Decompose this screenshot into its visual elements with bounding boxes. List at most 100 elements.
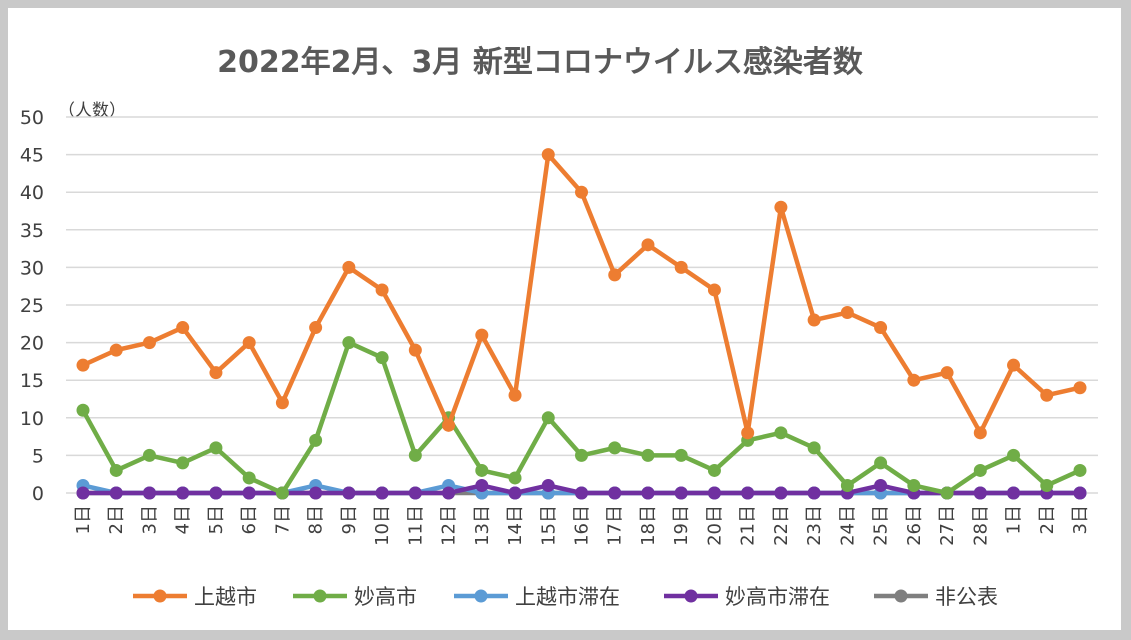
y-tick-label: 40 bbox=[20, 182, 44, 204]
data-point bbox=[375, 351, 389, 365]
data-point bbox=[575, 185, 588, 199]
legend: 上越市 妙高市 上越市滞在 妙高市滞在 非公表 bbox=[133, 585, 998, 609]
x-tick-label: 16日 bbox=[572, 505, 593, 546]
x-tick-label: 14日 bbox=[505, 505, 526, 546]
x-tick-label: 23日 bbox=[804, 505, 825, 546]
x-tick-label: 2日 bbox=[1037, 505, 1058, 534]
data-point bbox=[1040, 478, 1054, 492]
data-point bbox=[242, 336, 256, 350]
legend-item: 妙高市 bbox=[293, 585, 417, 609]
data-point bbox=[408, 448, 422, 462]
x-tick-label: 11日 bbox=[405, 505, 426, 546]
y-axis-ticks: 0 5 10 15 20 25 30 35 40 45 50 bbox=[20, 107, 44, 505]
x-tick-label: 13日 bbox=[472, 505, 493, 546]
data-point bbox=[807, 486, 821, 500]
legend-item: 非公表 bbox=[874, 585, 998, 609]
data-point bbox=[674, 260, 688, 274]
data-point bbox=[874, 478, 888, 492]
data-point bbox=[442, 486, 456, 500]
data-point bbox=[76, 486, 90, 500]
y-unit-label: （人数） bbox=[58, 101, 126, 121]
data-point bbox=[209, 366, 223, 380]
x-tick-label: 28日 bbox=[970, 505, 991, 546]
data-point bbox=[209, 486, 223, 500]
y-tick-label: 10 bbox=[20, 408, 44, 430]
x-tick-label: 2日 bbox=[106, 505, 127, 534]
data-point bbox=[76, 403, 90, 417]
x-tick-label: 1日 bbox=[73, 505, 94, 534]
chart-title: 2022年2月、3月 新型コロナウイルス感染者数 bbox=[217, 45, 864, 80]
x-tick-label: 24日 bbox=[837, 505, 858, 546]
y-tick-label: 30 bbox=[20, 257, 44, 279]
legend-label: 妙高市 bbox=[354, 585, 417, 609]
x-tick-label: 17日 bbox=[605, 505, 626, 546]
legend-label: 上越市滞在 bbox=[515, 585, 620, 609]
data-point bbox=[408, 486, 422, 500]
data-point bbox=[275, 486, 289, 500]
x-tick-label: 21日 bbox=[738, 505, 759, 546]
data-point bbox=[109, 486, 123, 500]
legend-item: 妙高市滞在 bbox=[664, 585, 830, 609]
data-point bbox=[309, 433, 323, 447]
x-tick-label: 12日 bbox=[439, 505, 460, 546]
data-point bbox=[641, 448, 655, 462]
data-point bbox=[109, 463, 123, 477]
x-tick-label: 22日 bbox=[771, 505, 792, 546]
data-point bbox=[1073, 486, 1087, 500]
data-point bbox=[1007, 448, 1021, 462]
gridlines bbox=[66, 116, 1098, 494]
line-chart: 2022年2月、3月 新型コロナウイルス感染者数 （人数） 0 5 10 15 20 25… bbox=[20, 45, 1098, 609]
x-tick-label: 1日 bbox=[1004, 505, 1025, 534]
data-point bbox=[508, 471, 522, 485]
data-point bbox=[741, 486, 755, 500]
x-tick-label: 27日 bbox=[937, 505, 958, 546]
x-tick-label: 9日 bbox=[339, 505, 360, 534]
data-point bbox=[342, 336, 356, 350]
data-point bbox=[309, 486, 323, 500]
data-point bbox=[641, 486, 655, 500]
data-point bbox=[741, 426, 755, 440]
y-tick-label: 5 bbox=[32, 445, 44, 467]
y-tick-label: 35 bbox=[20, 220, 44, 242]
data-point bbox=[940, 486, 954, 500]
legend-swatch-marker bbox=[153, 589, 167, 603]
data-point bbox=[1073, 381, 1087, 395]
data-point bbox=[641, 238, 655, 252]
series-1 bbox=[76, 336, 1087, 500]
data-point bbox=[142, 336, 156, 350]
data-point bbox=[475, 463, 489, 477]
data-point bbox=[508, 486, 522, 500]
data-point bbox=[575, 448, 588, 462]
y-tick-label: 15 bbox=[20, 370, 44, 392]
y-tick-label: 45 bbox=[20, 145, 44, 167]
legend-label: 上越市 bbox=[194, 585, 257, 609]
data-point bbox=[608, 268, 622, 282]
series-0 bbox=[76, 148, 1087, 440]
legend-item: 上越市 bbox=[133, 585, 257, 609]
x-tick-label: 25日 bbox=[871, 505, 892, 546]
chart-frame: 2022年2月、3月 新型コロナウイルス感染者数 （人数） 0 5 10 15 20 25… bbox=[8, 8, 1121, 630]
x-tick-label: 18日 bbox=[638, 505, 659, 546]
data-point bbox=[575, 486, 588, 500]
legend-swatch-marker bbox=[313, 589, 327, 603]
data-point bbox=[309, 321, 323, 335]
x-tick-label: 10日 bbox=[372, 505, 393, 546]
data-point bbox=[541, 148, 555, 162]
data-point bbox=[176, 486, 190, 500]
data-point bbox=[375, 283, 389, 297]
data-point bbox=[874, 321, 888, 335]
legend-label: 妙高市滞在 bbox=[725, 585, 830, 609]
x-tick-label: 4日 bbox=[173, 505, 194, 534]
data-point bbox=[774, 426, 788, 440]
data-point bbox=[475, 478, 489, 492]
data-point bbox=[176, 456, 190, 470]
data-point bbox=[973, 426, 987, 440]
data-point bbox=[442, 418, 456, 432]
data-point bbox=[508, 388, 522, 402]
data-point bbox=[142, 448, 156, 462]
data-point bbox=[1007, 486, 1021, 500]
data-point bbox=[807, 441, 821, 455]
y-tick-label: 0 bbox=[32, 483, 44, 505]
data-point bbox=[142, 486, 156, 500]
data-point bbox=[674, 486, 688, 500]
